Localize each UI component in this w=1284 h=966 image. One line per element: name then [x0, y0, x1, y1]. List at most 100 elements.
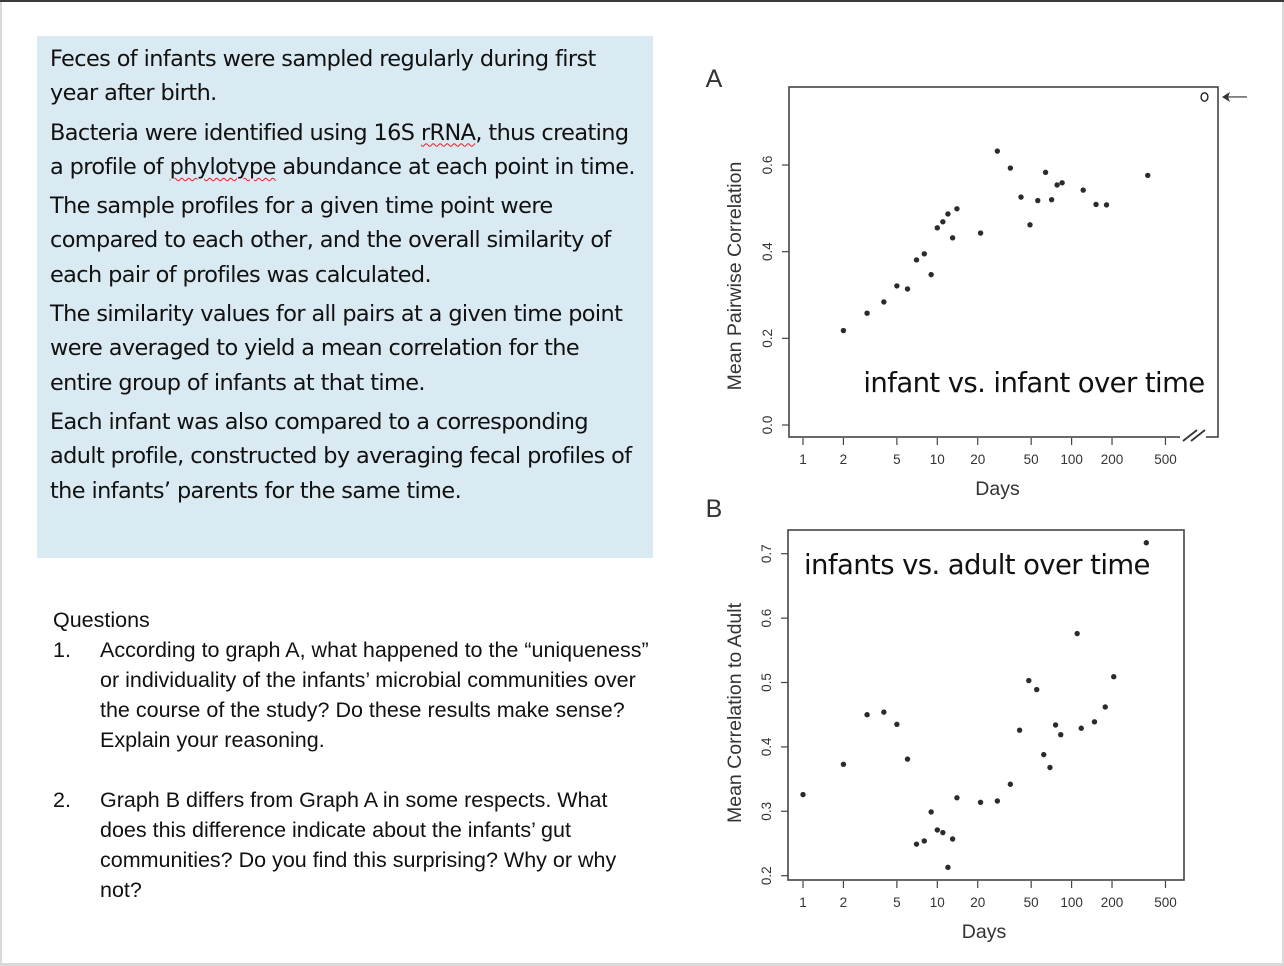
- x-tick-label: 20: [970, 452, 985, 467]
- data-point: [921, 251, 927, 257]
- data-point: [940, 219, 946, 225]
- x-tick-label: 50: [1024, 452, 1039, 467]
- x-tick-label: 5: [893, 452, 901, 467]
- data-point: [1080, 187, 1086, 193]
- y-tick-label: 0.7: [759, 544, 774, 563]
- arrow-left-icon: [1222, 91, 1247, 102]
- data-point: [904, 756, 911, 762]
- data-point: [1111, 674, 1117, 680]
- x-tick-label: 2: [840, 452, 848, 467]
- plot-frame: [788, 86, 1219, 438]
- data-point: [1143, 540, 1150, 546]
- data-point: [1035, 197, 1041, 204]
- data-point: [1102, 704, 1108, 710]
- data-point: [1145, 172, 1151, 179]
- panel-label: B: [706, 495, 723, 523]
- data-point: [928, 809, 934, 815]
- data-point: [1052, 722, 1059, 728]
- data-point: [921, 838, 927, 844]
- data-point: [1074, 630, 1080, 637]
- x-tick-label: 500: [1154, 895, 1177, 910]
- x-tick-label: 20: [970, 895, 985, 910]
- data-point: [1054, 182, 1060, 188]
- x-tick-label: 10: [930, 895, 945, 910]
- info-p2-text-c: , thus creating a profile of: [50, 119, 629, 180]
- data-point: [881, 709, 887, 715]
- x-tick-label: 1: [799, 895, 807, 910]
- data-point: [945, 864, 951, 871]
- data-point: [994, 798, 1001, 804]
- data-point: [954, 795, 960, 801]
- data-point: [1007, 165, 1014, 171]
- data-point: [949, 235, 956, 241]
- x-tick-label: 5: [893, 895, 901, 910]
- x-axis-label: Days: [962, 921, 1007, 943]
- x-tick-label: 2: [840, 895, 848, 910]
- plot-annotation: infant vs. infant over time: [863, 367, 1204, 399]
- axis-break-mark: [1182, 429, 1198, 442]
- data-point: [945, 211, 951, 217]
- plot-frame: [787, 529, 1185, 881]
- data-point: [800, 791, 806, 798]
- data-point: [928, 271, 934, 278]
- data-point: [1091, 719, 1098, 725]
- data-point: [1034, 686, 1040, 693]
- x-tick-label: 10: [930, 452, 945, 467]
- data-point: [840, 761, 847, 767]
- data-point: [1026, 677, 1032, 684]
- question-number: 1.: [53, 638, 71, 662]
- spellcheck-word-phylotype[interactable]: phylotype: [169, 153, 277, 180]
- y-axis-label: Mean Correlation to Adult: [724, 602, 746, 823]
- data-point: [1016, 727, 1023, 733]
- data-point: [977, 230, 984, 236]
- y-tick-label: 0.5: [759, 673, 774, 692]
- y-tick-label: 0.0: [760, 416, 775, 435]
- data-point: [1027, 222, 1033, 228]
- data-point: [894, 283, 900, 289]
- window-top-border: [0, 0, 1284, 2]
- info-paragraph-5: Each infant was also compared to a corre…: [50, 408, 632, 504]
- data-point: [1048, 196, 1055, 203]
- x-tick-label: 200: [1101, 452, 1124, 467]
- data-point: [904, 286, 911, 292]
- arrow-head: [1222, 91, 1230, 102]
- background-info-box: Feces of infants were sampled regularly …: [37, 36, 653, 558]
- window-right-border: [1282, 2, 1284, 966]
- y-tick-label: 0.4: [759, 737, 774, 756]
- data-point: [1103, 202, 1110, 208]
- data-point: [949, 836, 956, 842]
- question-item-1: 1. According to graph A, what happened t…: [53, 635, 653, 755]
- x-tick-label: 100: [1060, 895, 1083, 910]
- x-tick-label: 50: [1024, 895, 1039, 910]
- data-point: [913, 841, 920, 847]
- reference-point-open-circle: [1200, 92, 1209, 102]
- axis-break-gap: [1180, 434, 1206, 441]
- data-point: [864, 310, 870, 316]
- spellcheck-word-rrna[interactable]: rRNA: [420, 119, 476, 146]
- data-point: [864, 712, 870, 718]
- plot-annotation: infants vs. adult over time: [804, 549, 1150, 581]
- window-bottom-border: [0, 963, 1284, 966]
- x-tick-label: 200: [1101, 895, 1124, 910]
- y-tick-label: 0.4: [760, 242, 775, 261]
- data-point: [1059, 180, 1065, 186]
- panel-label: A: [706, 65, 723, 93]
- data-point: [1007, 781, 1014, 787]
- data-point: [934, 225, 940, 231]
- data-point: [934, 827, 940, 833]
- window-left-border: [0, 2, 2, 966]
- questions-title: Questions: [53, 608, 150, 632]
- data-point: [1058, 731, 1064, 738]
- data-point: [1018, 194, 1024, 200]
- data-point: [1042, 169, 1049, 176]
- y-tick-label: 0.2: [759, 866, 774, 885]
- chart-b: B 0.2 0.3 0.4 0.5 0.6 0.7 1 2 5 10 20 50 100 200 500 Day…: [706, 495, 1185, 943]
- data-points: [800, 540, 1150, 871]
- data-point: [840, 327, 847, 334]
- data-point: [1093, 201, 1099, 208]
- info-paragraph-1: Feces of infants were sampled regularly …: [50, 46, 596, 107]
- data-point: [994, 148, 1001, 154]
- data-point: [1041, 751, 1047, 758]
- data-point: [881, 299, 887, 305]
- info-paragraph-2: Bacteria were identified using 16S rRNA,…: [50, 116, 643, 185]
